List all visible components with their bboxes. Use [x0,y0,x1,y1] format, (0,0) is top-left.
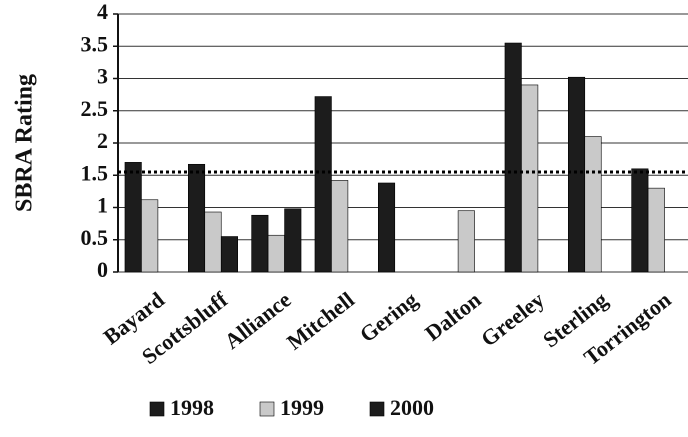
legend-swatch [149,401,165,417]
legend-label: 1998 [170,395,214,420]
bar [584,136,602,273]
bar [284,208,302,273]
bar [204,211,222,273]
bar [631,168,649,273]
bar [504,42,522,273]
y-tick-label: 0 [97,257,108,282]
legend-swatch [259,401,275,417]
bar [267,234,285,273]
y-tick-label: 4 [97,0,108,24]
bar [188,163,206,273]
x-tick-label: Greeley [476,287,549,352]
bar [647,187,665,273]
y-axis-label: SBRA Rating [12,74,38,212]
y-tick-label: 2 [97,128,108,153]
y-tick-label: 0.5 [81,225,109,250]
legend-label: 1999 [280,395,324,420]
bar [141,199,159,273]
bar [567,76,586,273]
legend-swatch [369,401,385,417]
bar [457,210,475,273]
y-tick-label: 1 [97,193,108,218]
y-tick-label: 3 [97,64,108,89]
bar [377,182,396,273]
bar [314,96,332,273]
bar [331,180,349,273]
bar [124,162,142,273]
y-tick-label: 3.5 [81,31,109,56]
y-tick-label: 2.5 [81,96,109,121]
y-tick-label: 1.5 [81,160,109,185]
bar [251,214,269,273]
x-tick-label: Dalton [420,287,485,346]
bar [220,236,239,273]
x-tick-label: Gering [355,287,422,347]
x-tick-label: Mitchell [282,287,359,355]
bar [521,84,539,273]
x-tick-label: Alliance [220,287,296,354]
legend-label: 2000 [390,395,434,420]
